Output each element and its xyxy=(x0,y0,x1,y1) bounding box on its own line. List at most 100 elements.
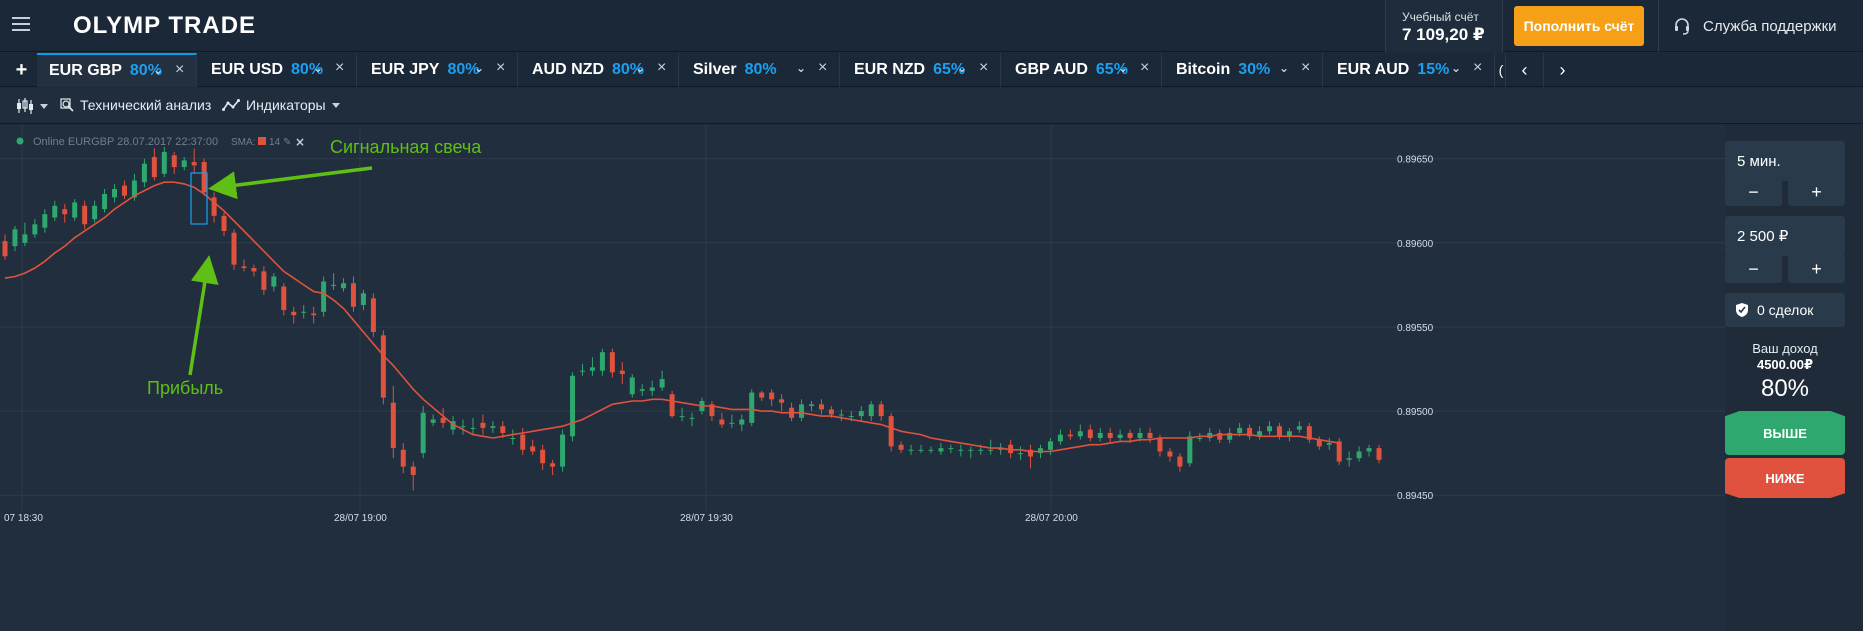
sma-line xyxy=(4,181,1340,453)
y-tick-label: 0.89650 xyxy=(1397,155,1434,166)
tab-silver[interactable]: Silver 80% ⌄ × xyxy=(681,53,840,87)
candle-body xyxy=(1087,429,1093,439)
tabs-scroll-left-button[interactable]: ‹ xyxy=(1505,53,1543,87)
candle-body xyxy=(281,286,287,311)
candle-body xyxy=(470,427,476,429)
amount-field[interactable]: 2 500 ₽ xyxy=(1725,216,1845,256)
tab-eur-nzd[interactable]: EUR NZD 65% ⌄ × xyxy=(842,53,1001,87)
deposit-button[interactable]: Пополнить счёт xyxy=(1514,6,1644,46)
candle-body xyxy=(151,156,157,178)
chevron-down-icon[interactable]: ⌄ xyxy=(1279,61,1290,75)
chevron-down-icon[interactable]: ⌄ xyxy=(1118,61,1129,75)
tab-payout: 65% xyxy=(1095,61,1128,78)
candle-body xyxy=(1326,443,1332,445)
tab-eur-jpy[interactable]: EUR JPY 80% ⌄ × xyxy=(359,53,518,87)
time-increase-button[interactable]: + xyxy=(1788,178,1845,206)
candle-body xyxy=(261,271,267,290)
lower-button[interactable]: НИЖЕ xyxy=(1725,458,1845,498)
deals-button[interactable]: 0 сделок xyxy=(1725,293,1845,327)
candle-body xyxy=(828,409,834,415)
tab-bitcoin[interactable]: Bitcoin 30% ⌄ × xyxy=(1164,53,1323,87)
candle-body xyxy=(301,311,307,313)
chevron-down-icon[interactable]: ⌄ xyxy=(957,61,968,75)
price-chart[interactable]: 0.89650 0.89600 0.89550 0.89500 0.89450 07 18… xyxy=(0,125,1725,631)
x-tick-label: 28/07 20:00 xyxy=(1025,513,1078,524)
candle-body xyxy=(868,404,874,417)
higher-button[interactable]: ВЫШЕ xyxy=(1725,411,1845,455)
candle-body xyxy=(609,352,615,373)
support-link[interactable]: Служба поддержки xyxy=(1658,0,1863,52)
chevron-down-icon[interactable]: ⌄ xyxy=(153,63,164,77)
candle-body xyxy=(719,419,725,425)
chevron-down-icon[interactable]: ⌄ xyxy=(1451,61,1462,75)
app-logo: OLYMP TRADE xyxy=(73,12,257,39)
candle-body xyxy=(918,449,924,451)
tab-eur-usd[interactable]: EUR USD 80% ⌄ × xyxy=(199,53,357,87)
chevron-down-icon[interactable]: ⌄ xyxy=(635,61,646,75)
amount-decrease-button[interactable]: − xyxy=(1725,255,1782,283)
menu-icon[interactable] xyxy=(12,17,30,31)
candle-body xyxy=(659,379,665,388)
candle-body xyxy=(599,352,605,371)
chevron-down-icon[interactable]: ⌄ xyxy=(474,61,485,75)
close-icon[interactable]: × xyxy=(657,59,667,76)
tab-gbp-aud[interactable]: GBP AUD 65% ⌄ × xyxy=(1003,53,1162,87)
candle-body xyxy=(1266,426,1272,432)
close-icon[interactable]: × xyxy=(175,61,185,78)
tab-aud-nzd[interactable]: AUD NZD 80% ⌄ × xyxy=(520,53,679,87)
indicators-label: Индикаторы xyxy=(246,97,326,113)
candle-body xyxy=(231,232,237,265)
tabs-scroll-right-button[interactable]: › xyxy=(1543,53,1581,87)
account-balance: 7 109,20 ₽ xyxy=(1402,25,1485,44)
candle-body xyxy=(1037,448,1043,454)
candle-body xyxy=(679,416,685,418)
candle-body xyxy=(1376,448,1382,460)
candle-body xyxy=(22,234,28,243)
technical-analysis-button[interactable]: Технический анализ xyxy=(60,97,211,113)
indicators-button[interactable]: Индикаторы xyxy=(222,97,340,113)
candle-body xyxy=(808,404,814,407)
candle-body xyxy=(420,412,426,454)
income-label: Ваш доход xyxy=(1752,341,1818,356)
candle-body xyxy=(331,284,337,286)
tab-payout: 80% xyxy=(129,62,162,79)
candle-body xyxy=(92,205,98,220)
candle-body xyxy=(948,448,954,450)
close-icon[interactable]: × xyxy=(496,59,506,76)
time-decrease-button[interactable]: − xyxy=(1725,178,1782,206)
account-selector[interactable]: Учебный счёт 7 109,20 ₽ xyxy=(1385,0,1503,52)
tab-eur-aud[interactable]: EUR AUD 15% ⌄ × xyxy=(1325,53,1495,87)
candle-body xyxy=(350,283,356,307)
signal-arrow xyxy=(208,166,373,200)
shield-icon xyxy=(1736,303,1748,317)
expiry-time-value: 5 мин. xyxy=(1737,152,1781,170)
candle-body xyxy=(1057,434,1063,442)
edit-icon[interactable]: ✎ xyxy=(283,137,291,148)
candle-body xyxy=(450,421,456,430)
close-icon[interactable]: × xyxy=(335,59,345,76)
account-type-label: Учебный счёт xyxy=(1402,10,1479,24)
candle-body xyxy=(42,214,48,228)
close-icon[interactable]: × xyxy=(1301,59,1311,76)
close-icon[interactable]: × xyxy=(295,135,305,149)
chart-type-selector[interactable] xyxy=(16,97,48,115)
candle-body xyxy=(1018,453,1024,455)
tab-eur-gbp[interactable]: EUR GBP 80% ⌄ × xyxy=(37,53,197,87)
chevron-down-icon[interactable]: ⌄ xyxy=(313,61,324,75)
top-header: OLYMP TRADE Учебный счёт 7 109,20 ₽ Попо… xyxy=(0,0,1863,52)
close-icon[interactable]: × xyxy=(1140,59,1150,76)
expiry-time-field[interactable]: 5 мин. xyxy=(1725,141,1845,181)
y-tick-label: 0.89500 xyxy=(1397,407,1434,418)
amount-increase-button[interactable]: + xyxy=(1788,255,1845,283)
signal-candle-box xyxy=(190,172,208,225)
candle-body xyxy=(570,375,576,437)
profit-annotation: Прибыль xyxy=(147,378,223,398)
close-icon[interactable]: × xyxy=(818,59,828,76)
close-icon[interactable]: × xyxy=(1473,59,1483,76)
candle-body xyxy=(729,422,735,424)
candle-body xyxy=(131,180,137,198)
candle-body xyxy=(1227,432,1233,440)
chevron-down-icon[interactable]: ⌄ xyxy=(796,61,807,75)
x-tick-label: 28/07 19:00 xyxy=(334,513,387,524)
close-icon[interactable]: × xyxy=(979,59,989,76)
